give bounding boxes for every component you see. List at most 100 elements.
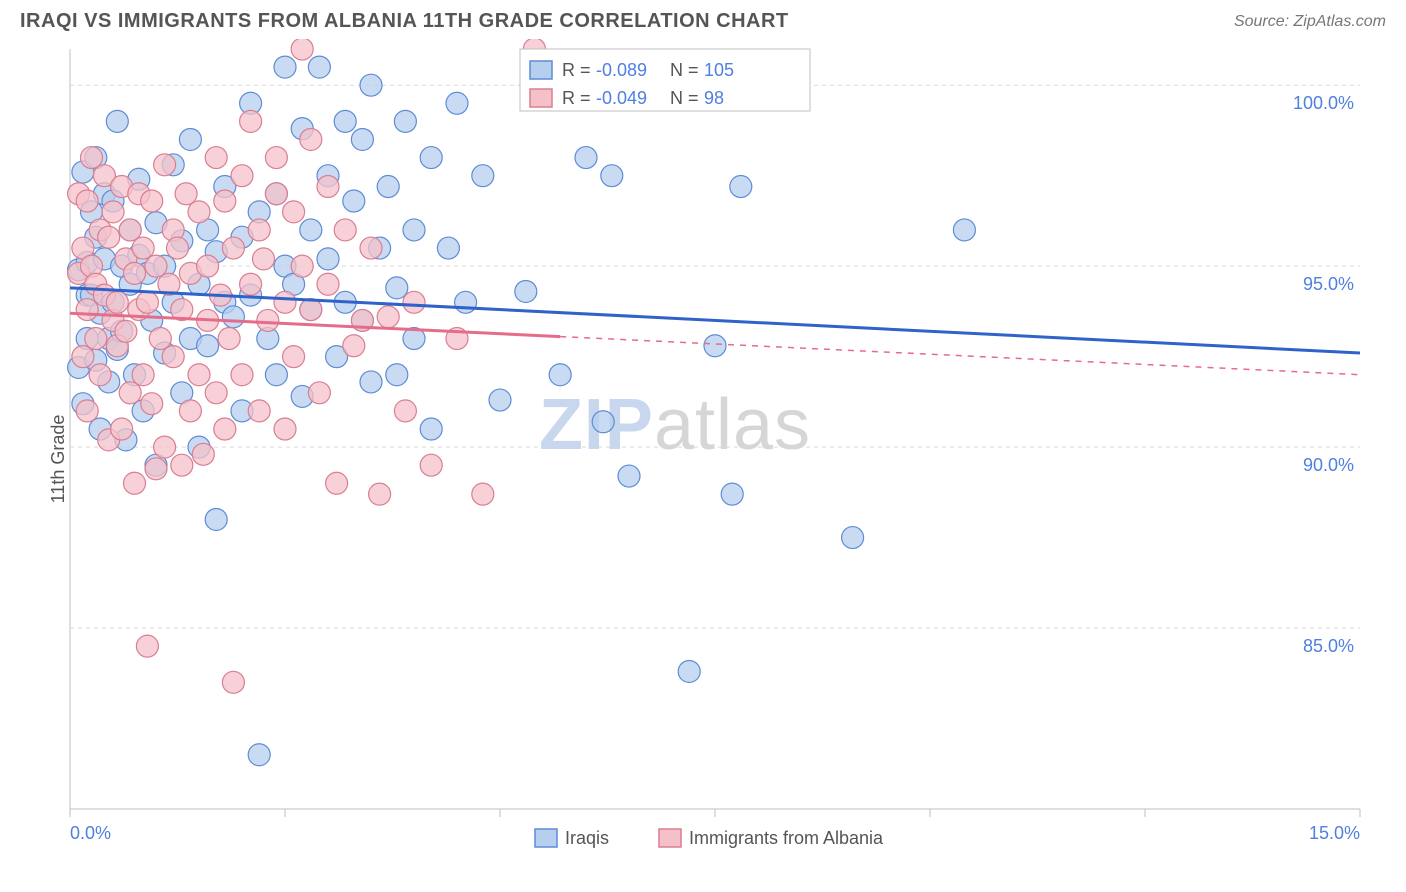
- data-point: [205, 508, 227, 530]
- data-point: [106, 291, 128, 313]
- legend-label: Immigrants from Albania: [689, 828, 884, 848]
- data-point: [205, 382, 227, 404]
- svg-text:-0.089: -0.089: [596, 60, 647, 80]
- data-point: [154, 154, 176, 176]
- data-point: [136, 291, 158, 313]
- trend-line-extrapolated: [560, 337, 1360, 375]
- data-point: [308, 56, 330, 78]
- data-point: [188, 364, 210, 386]
- data-point: [360, 237, 382, 259]
- data-point: [601, 165, 623, 187]
- data-point: [253, 248, 275, 270]
- data-point: [420, 147, 442, 169]
- data-point: [132, 364, 154, 386]
- svg-text:-0.049: -0.049: [596, 88, 647, 108]
- data-point: [231, 165, 253, 187]
- data-point: [231, 364, 253, 386]
- data-point: [730, 176, 752, 198]
- data-point: [317, 273, 339, 295]
- legend-swatch: [659, 829, 681, 847]
- data-point: [141, 393, 163, 415]
- data-point: [248, 744, 270, 766]
- data-point: [257, 309, 279, 331]
- svg-text:R =: R =: [562, 60, 591, 80]
- data-point: [489, 389, 511, 411]
- data-point: [283, 346, 305, 368]
- data-point: [515, 280, 537, 302]
- data-point: [678, 660, 700, 682]
- data-point: [119, 219, 141, 241]
- data-point: [102, 201, 124, 223]
- data-point: [618, 465, 640, 487]
- data-point: [218, 328, 240, 350]
- svg-text:95.0%: 95.0%: [1303, 274, 1354, 294]
- data-point: [214, 190, 236, 212]
- svg-text:ZIPatlas: ZIPatlas: [539, 385, 811, 465]
- data-point: [300, 219, 322, 241]
- data-point: [89, 364, 111, 386]
- data-point: [248, 219, 270, 241]
- data-point: [141, 190, 163, 212]
- data-point: [265, 364, 287, 386]
- data-point: [437, 237, 459, 259]
- data-point: [167, 237, 189, 259]
- chart-source: Source: ZipAtlas.com: [1234, 13, 1386, 31]
- data-point: [308, 382, 330, 404]
- data-point: [175, 183, 197, 205]
- data-point: [274, 418, 296, 440]
- data-point: [145, 255, 167, 277]
- legend-swatch: [530, 89, 552, 107]
- data-point: [98, 226, 120, 248]
- svg-text:R =: R =: [562, 88, 591, 108]
- svg-text:90.0%: 90.0%: [1303, 455, 1354, 475]
- data-point: [704, 335, 726, 357]
- data-point: [81, 147, 103, 169]
- data-point: [119, 382, 141, 404]
- data-point: [85, 328, 107, 350]
- data-point: [179, 128, 201, 150]
- data-point: [446, 92, 468, 114]
- data-point: [76, 400, 98, 422]
- y-axis-label: 11th Grade: [48, 415, 69, 504]
- data-point: [291, 39, 313, 60]
- data-point: [334, 219, 356, 241]
- data-point: [72, 346, 94, 368]
- data-point: [721, 483, 743, 505]
- data-point: [154, 436, 176, 458]
- data-point: [149, 328, 171, 350]
- chart-container: 11th Grade 85.0%90.0%95.0%100.0%0.0%15.0…: [20, 39, 1386, 879]
- data-point: [592, 411, 614, 433]
- data-point: [360, 74, 382, 96]
- data-point: [360, 371, 382, 393]
- data-point: [222, 671, 244, 693]
- data-point: [575, 147, 597, 169]
- data-point: [188, 201, 210, 223]
- data-point: [394, 110, 416, 132]
- data-point: [274, 56, 296, 78]
- data-point: [369, 483, 391, 505]
- data-point: [274, 291, 296, 313]
- data-point: [162, 346, 184, 368]
- data-point: [171, 454, 193, 476]
- chart-header: IRAQI VS IMMIGRANTS FROM ALBANIA 11TH GR…: [0, 0, 1406, 39]
- scatter-chart: 85.0%90.0%95.0%100.0%0.0%15.0%ZIPatlasR …: [20, 39, 1370, 879]
- data-point: [214, 418, 236, 440]
- data-point: [240, 273, 262, 295]
- data-point: [248, 400, 270, 422]
- data-point: [343, 335, 365, 357]
- data-point: [136, 635, 158, 657]
- data-point: [334, 110, 356, 132]
- svg-text:105: 105: [704, 60, 734, 80]
- legend-swatch: [535, 829, 557, 847]
- data-point: [403, 291, 425, 313]
- data-point: [420, 418, 442, 440]
- data-point: [351, 128, 373, 150]
- data-point: [76, 299, 98, 321]
- data-point: [124, 472, 146, 494]
- data-point: [124, 262, 146, 284]
- data-point: [197, 335, 219, 357]
- data-point: [222, 306, 244, 328]
- data-point: [317, 176, 339, 198]
- data-point: [953, 219, 975, 241]
- data-point: [197, 255, 219, 277]
